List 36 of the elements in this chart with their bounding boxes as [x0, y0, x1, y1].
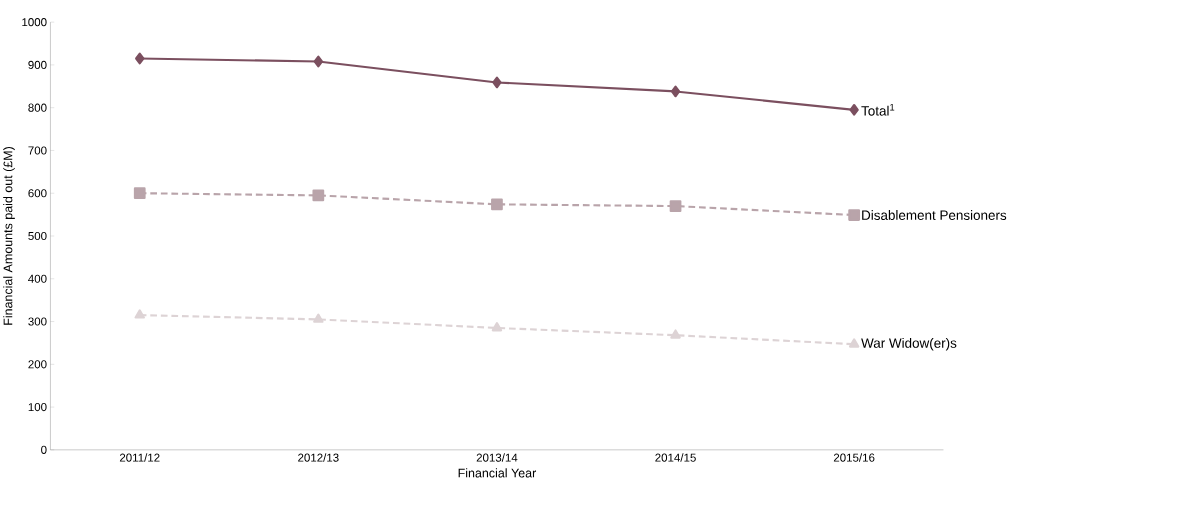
- x-tick-label: 2015/16: [833, 453, 875, 462]
- point: [313, 55, 324, 68]
- series-label: Total$^{1}$: [861, 103, 895, 116]
- point: [492, 76, 502, 89]
- point: [670, 329, 681, 339]
- point: [669, 199, 682, 212]
- y-tick-label: 800: [28, 103, 47, 112]
- point: [135, 52, 145, 65]
- y-axis-title: Financial Amounts paid out (£M): [3, 146, 15, 325]
- x-tick-label: 2014/15: [655, 453, 696, 462]
- point: [313, 313, 324, 323]
- point: [849, 103, 859, 116]
- y-tick-label: 400: [28, 274, 47, 283]
- y-tick-label: 600: [28, 188, 47, 198]
- y-tick-label: 500: [28, 231, 47, 240]
- point: [848, 338, 860, 348]
- x-tick-label: 2013/14: [476, 453, 518, 462]
- y-tick-label: 300: [28, 317, 47, 326]
- point: [670, 85, 681, 98]
- point: [491, 198, 503, 210]
- point: [134, 309, 145, 319]
- point: [133, 187, 146, 199]
- y-tick-label: 900: [28, 60, 47, 69]
- x-tick-label: 2012/13: [298, 453, 339, 462]
- y-tick-label: 100: [28, 402, 47, 411]
- point: [848, 208, 861, 221]
- y-tick-label: 0: [41, 445, 47, 454]
- point: [312, 189, 325, 202]
- series-label: Disablement Pensioners: [862, 209, 1007, 220]
- x-tick-label: 2011/12: [119, 453, 160, 462]
- y-tick-label: 700: [28, 146, 47, 155]
- series-label: War Widow(er)s: [861, 337, 957, 351]
- x-axis-title: Financial Year: [458, 468, 537, 478]
- y-tick-label: 200: [28, 360, 47, 369]
- y-tick-label: 1000: [22, 17, 47, 26]
- point: [491, 321, 503, 332]
